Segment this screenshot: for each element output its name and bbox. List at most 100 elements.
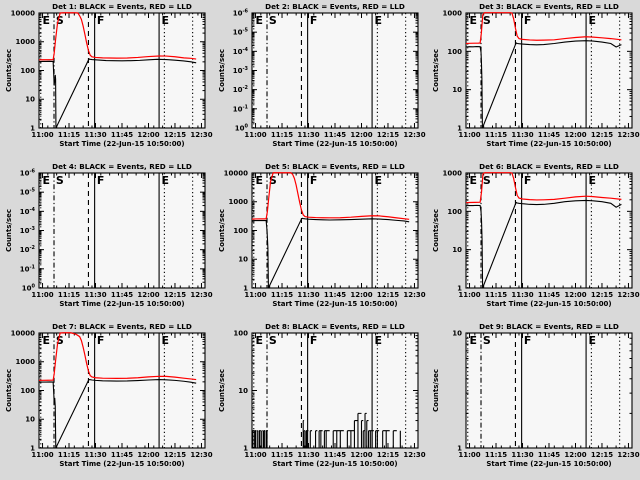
plot-frame bbox=[38, 12, 206, 129]
series-lld bbox=[38, 12, 197, 61]
x-tick-label: 12:30 bbox=[404, 451, 426, 459]
annotation-letter: F bbox=[310, 14, 318, 27]
x-tick-label: 12:15 bbox=[591, 291, 613, 299]
x-axis-label: Start Time (22-Jun-15 10:50:00) bbox=[486, 140, 611, 148]
x-axis-label: Start Time (22-Jun-15 10:50:00) bbox=[59, 140, 184, 148]
x-tick-label: 11:45 bbox=[111, 451, 133, 459]
panel-title: Det 9: BLACK = Events, RED = LLD bbox=[479, 322, 619, 331]
y-tick-label: 100 bbox=[447, 208, 462, 216]
plot-frame bbox=[251, 12, 419, 129]
plot-panel-7: Det 7: BLACK = Events, RED = LLD 1 10 100 10… bbox=[0, 320, 213, 480]
x-tick-label: 12:15 bbox=[377, 291, 399, 299]
y-tick-label: 1000 bbox=[442, 170, 462, 178]
annotation-letter: S bbox=[483, 14, 491, 27]
x-tick-label: 12:00 bbox=[351, 451, 373, 459]
series-events bbox=[252, 412, 402, 448]
x-tick-label: 11:15 bbox=[485, 451, 507, 459]
y-tick-label: 100 bbox=[234, 227, 249, 235]
annotation-letter: F bbox=[310, 174, 318, 187]
x-tick-label: 11:00 bbox=[458, 131, 480, 139]
y-axis-label: Counts/sec bbox=[432, 369, 440, 412]
series-events bbox=[465, 40, 622, 128]
event-lines bbox=[40, 173, 194, 288]
y-tick-label: 10-4 bbox=[20, 207, 36, 216]
x-tick-label: 12:30 bbox=[617, 131, 639, 139]
x-tick-label: 11:15 bbox=[58, 291, 80, 299]
y-tick-label: 1 bbox=[243, 284, 248, 292]
y-axis: 1 10 100 1000 10000 bbox=[11, 10, 205, 132]
x-tick-label: 11:15 bbox=[58, 451, 80, 459]
x-tick-label: 12:30 bbox=[404, 291, 426, 299]
plot-panel-1: Det 1: BLACK = Events, RED = LLD 1 10 100 10… bbox=[0, 0, 213, 160]
x-axis-label: Start Time (22-Jun-15 10:50:00) bbox=[486, 460, 611, 468]
series-events bbox=[465, 199, 622, 288]
plot-frame bbox=[38, 332, 206, 449]
event-lines bbox=[466, 333, 620, 448]
annotation-letter: S bbox=[483, 334, 491, 347]
x-tick-label: 12:00 bbox=[564, 291, 586, 299]
x-tick-label: 12:15 bbox=[164, 451, 186, 459]
y-tick-label: 100 bbox=[22, 283, 36, 292]
series-lld bbox=[465, 172, 622, 204]
x-tick-label: 11:30 bbox=[298, 451, 320, 459]
x-tick-label: 11:15 bbox=[485, 291, 507, 299]
x-tick-label: 11:30 bbox=[84, 451, 106, 459]
plot-frame bbox=[465, 172, 633, 289]
panel-title: Det 4: BLACK = Events, RED = LLD bbox=[52, 162, 192, 171]
plot-panel-5: Det 5: BLACK = Events, RED = LLD 1 10 100 10… bbox=[213, 160, 426, 320]
y-tick-label: 10-2 bbox=[20, 245, 36, 254]
y-tick-label: 10-3 bbox=[20, 226, 36, 235]
annotation-letter: F bbox=[524, 334, 532, 347]
x-axis: 11:00 11:15 11:30 11:45 12:00 12:15 12:30 bbox=[458, 173, 639, 299]
x-tick-label: 12:00 bbox=[137, 291, 159, 299]
x-tick-label: 11:15 bbox=[271, 291, 293, 299]
x-tick-label: 11:45 bbox=[538, 291, 560, 299]
x-tick-label: 12:00 bbox=[137, 451, 159, 459]
plot-panel-9: Det 9: BLACK = Events, RED = LLD 1 10 Count… bbox=[427, 320, 640, 480]
y-tick-label: 10 bbox=[25, 416, 35, 424]
annotation-letter: E bbox=[161, 334, 169, 347]
panel-title: Det 5: BLACK = Events, RED = LLD bbox=[265, 162, 405, 171]
panel-title: Det 8: BLACK = Events, RED = LLD bbox=[265, 322, 405, 331]
x-tick-label: 11:00 bbox=[458, 451, 480, 459]
y-axis-label: Counts/sec bbox=[432, 209, 440, 252]
x-tick-label: 12:15 bbox=[164, 131, 186, 139]
y-axis-label: Counts/sec bbox=[218, 49, 226, 92]
annotation-letter: F bbox=[524, 174, 532, 187]
x-tick-label: 12:00 bbox=[351, 131, 373, 139]
plot-panel-8: Det 8: BLACK = Events, RED = LLD 1 10 100 Co… bbox=[213, 320, 426, 480]
x-axis: 11:00 11:15 11:30 11:45 12:00 12:15 12:30 bbox=[458, 333, 639, 459]
y-tick-label: 10 bbox=[452, 330, 462, 338]
series-lld bbox=[252, 172, 410, 220]
x-tick-label: 11:00 bbox=[245, 291, 267, 299]
x-axis-label: Start Time (22-Jun-15 10:50:00) bbox=[273, 460, 398, 468]
x-axis: 11:00 11:15 11:30 11:45 12:00 12:15 12:30 bbox=[245, 13, 426, 139]
x-tick-label: 11:45 bbox=[538, 451, 560, 459]
y-tick-label: 10-4 bbox=[233, 47, 249, 56]
y-tick-label: 100 bbox=[20, 67, 35, 75]
panel-title: Det 2: BLACK = Events, RED = LLD bbox=[265, 2, 405, 11]
data-series bbox=[465, 12, 622, 128]
y-tick-label: 1 bbox=[30, 444, 35, 452]
x-tick-label: 12:30 bbox=[404, 131, 426, 139]
x-axis: 11:00 11:15 11:30 11:45 12:00 12:15 12:30 bbox=[31, 333, 213, 459]
x-tick-label: 11:00 bbox=[458, 291, 480, 299]
panel-title: Det 6: BLACK = Events, RED = LLD bbox=[479, 162, 619, 171]
x-tick-label: 11:00 bbox=[31, 451, 53, 459]
y-tick-label: 10 bbox=[239, 387, 249, 395]
x-tick-label: 12:15 bbox=[591, 451, 613, 459]
x-axis: 11:00 11:15 11:30 11:45 12:00 12:15 12:30 bbox=[31, 173, 213, 299]
annotation-letter: E bbox=[469, 174, 477, 187]
y-axis-label: Counts/sec bbox=[432, 49, 440, 92]
x-tick-label: 11:00 bbox=[31, 131, 53, 139]
y-tick-label: 10-2 bbox=[233, 85, 249, 94]
data-series bbox=[465, 172, 622, 288]
y-tick-label: 1000 bbox=[229, 198, 249, 206]
x-tick-label: 12:00 bbox=[137, 131, 159, 139]
x-tick-label: 12:00 bbox=[564, 131, 586, 139]
